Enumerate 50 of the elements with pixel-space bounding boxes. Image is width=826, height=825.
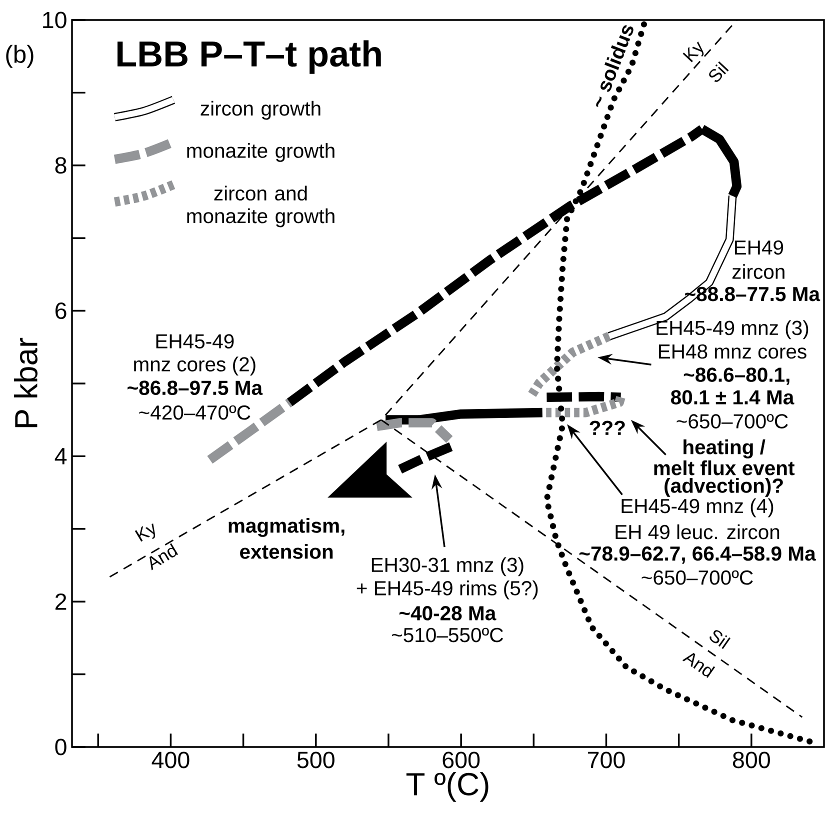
x-tick-label: 500 [297,752,334,768]
annotation: heating / [684,439,766,458]
annotation: EH 49 leuc. zircon [616,524,780,540]
annotation: (advection)? [664,478,783,497]
annotation: And [682,652,716,678]
annotation: ~78.9–62.7, 66.4–58.9 Ma [579,546,816,564]
annotation: + EH45-49 rims (5?) [356,580,538,600]
annotation: ~510–550ºC [392,628,504,642]
y-tick-label: 10 [43,12,66,28]
y-tick-label: 8 [55,157,66,174]
annotation: mnz cores (2) [134,356,256,376]
annotation: Sil [709,61,729,82]
y-axis-title: P kbar [14,338,38,428]
annotation: melt flux event [654,460,795,476]
annotation: magmatism, [228,518,344,537]
x-tick-label: 800 [732,752,770,768]
annotation: ~ solidus [596,25,634,108]
annotation: Ky [682,42,704,62]
x-tick-label: 600 [442,752,480,768]
y-tick-label: 6 [56,302,66,320]
annotation: ~86.6–80.1, [684,368,790,385]
annotation: EH45-49 mnz (4) [622,498,774,518]
annotation: ~650–700ºC [676,414,788,428]
annotation: Sil [710,630,730,649]
y-tick-label: 4 [54,448,67,464]
annotation: ~650–700ºC [642,570,753,585]
annotation: EH48 mnz cores [659,344,806,359]
legend-label: zircon growth [200,100,320,120]
annotation: ~86.8–97.5 Ma [128,380,263,396]
annotation: ~40-28 Ma [399,606,496,620]
annotation: ??? [590,420,625,435]
y-tick-label: 2 [55,593,66,610]
text: LBB P–T–t path [118,40,381,74]
x-tick-label: 400 [152,752,190,768]
legend-label: monazite growth [187,143,334,162]
annotation: 80.1 ± 1.4 Ma [671,390,794,404]
annotation: EH45-49 mnz (3) [656,320,808,340]
x-tick-label: 700 [588,752,625,768]
annotation: EH45-49 [156,334,234,348]
annotation: Ky [134,523,156,542]
annotation: extension [240,544,333,559]
annotation: EH30-31 mnz (3) [372,557,524,576]
annotation: And [150,543,178,570]
text: (b) [6,44,34,68]
legend-label: zircon and monazite growth [187,186,334,228]
y-tick-label: 0 [55,738,66,756]
x-axis-title: T º(C) [406,772,488,802]
annotation: EH49 [734,240,784,255]
annotation: ~420–470ºC [139,405,250,420]
annotation: zircon [732,264,784,279]
